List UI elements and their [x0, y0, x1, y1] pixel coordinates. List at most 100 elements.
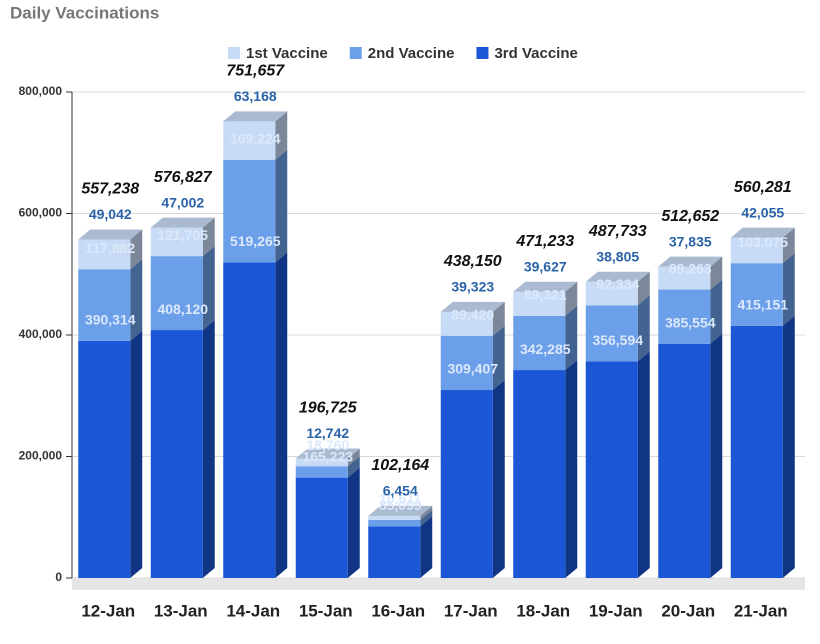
bar — [223, 121, 276, 160]
bar-side — [565, 305, 578, 371]
bar-top — [585, 271, 650, 282]
bar — [223, 262, 276, 578]
x-tick-label: 13-Jan — [154, 601, 208, 620]
value-label: 103,075 — [737, 234, 788, 250]
value-label: 85,099 — [379, 497, 422, 513]
bar — [513, 315, 566, 371]
bar — [730, 263, 783, 326]
value-label: 12,742 — [306, 425, 349, 441]
bar-top — [150, 217, 215, 228]
value-label: 519,265 — [230, 233, 281, 249]
bar-side — [202, 246, 215, 331]
bar — [658, 266, 711, 290]
bar — [295, 458, 348, 467]
bar-side — [710, 333, 723, 578]
bar-side — [420, 505, 433, 520]
bar-side — [565, 281, 578, 316]
bar-top — [295, 448, 360, 459]
bar — [730, 237, 783, 264]
bar-side — [130, 229, 143, 270]
value-label: 47,002 — [161, 194, 204, 210]
legend-label: 3rd Vaccine — [494, 45, 577, 62]
value-label: 415,151 — [737, 296, 788, 312]
bar — [440, 311, 493, 336]
legend-swatch — [228, 47, 240, 59]
value-label: 309,407 — [447, 361, 498, 377]
bar — [658, 343, 711, 578]
value-label: 89,420 — [451, 306, 494, 322]
bar-side — [565, 360, 578, 578]
bar-top — [440, 301, 505, 312]
value-label: 63,168 — [234, 88, 277, 104]
bar — [78, 239, 131, 270]
value-label: 37,835 — [669, 233, 712, 249]
value-label: 39,323 — [451, 279, 494, 295]
bar-top — [513, 281, 578, 292]
value-label: 92,334 — [596, 276, 639, 292]
value-label: 6,454 — [383, 483, 418, 499]
value-label: 18,760 — [306, 437, 349, 453]
bar — [513, 291, 566, 316]
bar — [585, 361, 638, 578]
bar — [368, 519, 421, 527]
bar-side — [637, 271, 650, 306]
total-label: 576,827 — [154, 169, 213, 186]
bar — [78, 269, 131, 341]
value-label: 356,594 — [592, 332, 643, 348]
floor — [72, 578, 805, 590]
bar — [585, 281, 638, 306]
x-tick-label: 19-Jan — [589, 601, 643, 620]
legend-label: 1st Vaccine — [246, 45, 328, 62]
bar — [78, 340, 131, 578]
x-tick-label: 20-Jan — [661, 601, 715, 620]
value-label: 38,805 — [596, 248, 639, 264]
bar — [223, 159, 276, 263]
x-tick-label: 17-Jan — [444, 601, 498, 620]
legend-swatch — [349, 47, 362, 59]
total-label: 102,164 — [371, 457, 429, 474]
bar-side — [492, 325, 505, 391]
value-label: 385,554 — [665, 314, 716, 330]
total-label: 471,233 — [515, 233, 574, 250]
bar-side — [710, 279, 723, 344]
value-label: 49,042 — [89, 206, 132, 222]
bar-side — [275, 149, 288, 263]
value-label: 89,263 — [669, 260, 712, 276]
value-label: 390,314 — [85, 312, 136, 328]
bar-side — [347, 448, 360, 467]
bar-top — [223, 111, 288, 122]
y-tick-label: 200,000 — [19, 449, 63, 463]
value-label: 39,627 — [524, 258, 567, 274]
bar-side — [420, 516, 433, 578]
bar — [440, 390, 493, 578]
bar-side — [202, 217, 215, 257]
bar-side — [492, 301, 505, 336]
value-label: 408,120 — [157, 301, 208, 317]
y-tick-label: 0 — [55, 570, 62, 584]
bar-top — [368, 505, 433, 516]
bar-side — [492, 380, 505, 578]
total-label: 438,150 — [443, 253, 502, 270]
x-tick-label: 16-Jan — [371, 601, 425, 620]
bar-side — [637, 351, 650, 578]
x-tick-label: 12-Jan — [81, 601, 135, 620]
total-label: 560,281 — [734, 179, 792, 196]
bar-side — [130, 330, 143, 578]
value-label: 169,224 — [230, 130, 281, 146]
total-label: 512,652 — [661, 208, 719, 225]
value-label: 342,285 — [520, 341, 571, 357]
x-tick-label: 18-Jan — [516, 601, 570, 620]
bar — [295, 477, 348, 578]
y-tick-label: 400,000 — [19, 327, 63, 341]
bar-top — [730, 227, 795, 238]
value-label: 10,611 — [379, 491, 421, 507]
bar — [295, 466, 348, 478]
bar-side — [275, 111, 288, 160]
bar — [513, 370, 566, 578]
value-label: 89,321 — [524, 287, 567, 303]
bar — [150, 330, 203, 578]
bar-side — [710, 256, 723, 290]
y-tick-label: 600,000 — [19, 206, 63, 220]
bar — [658, 289, 711, 344]
